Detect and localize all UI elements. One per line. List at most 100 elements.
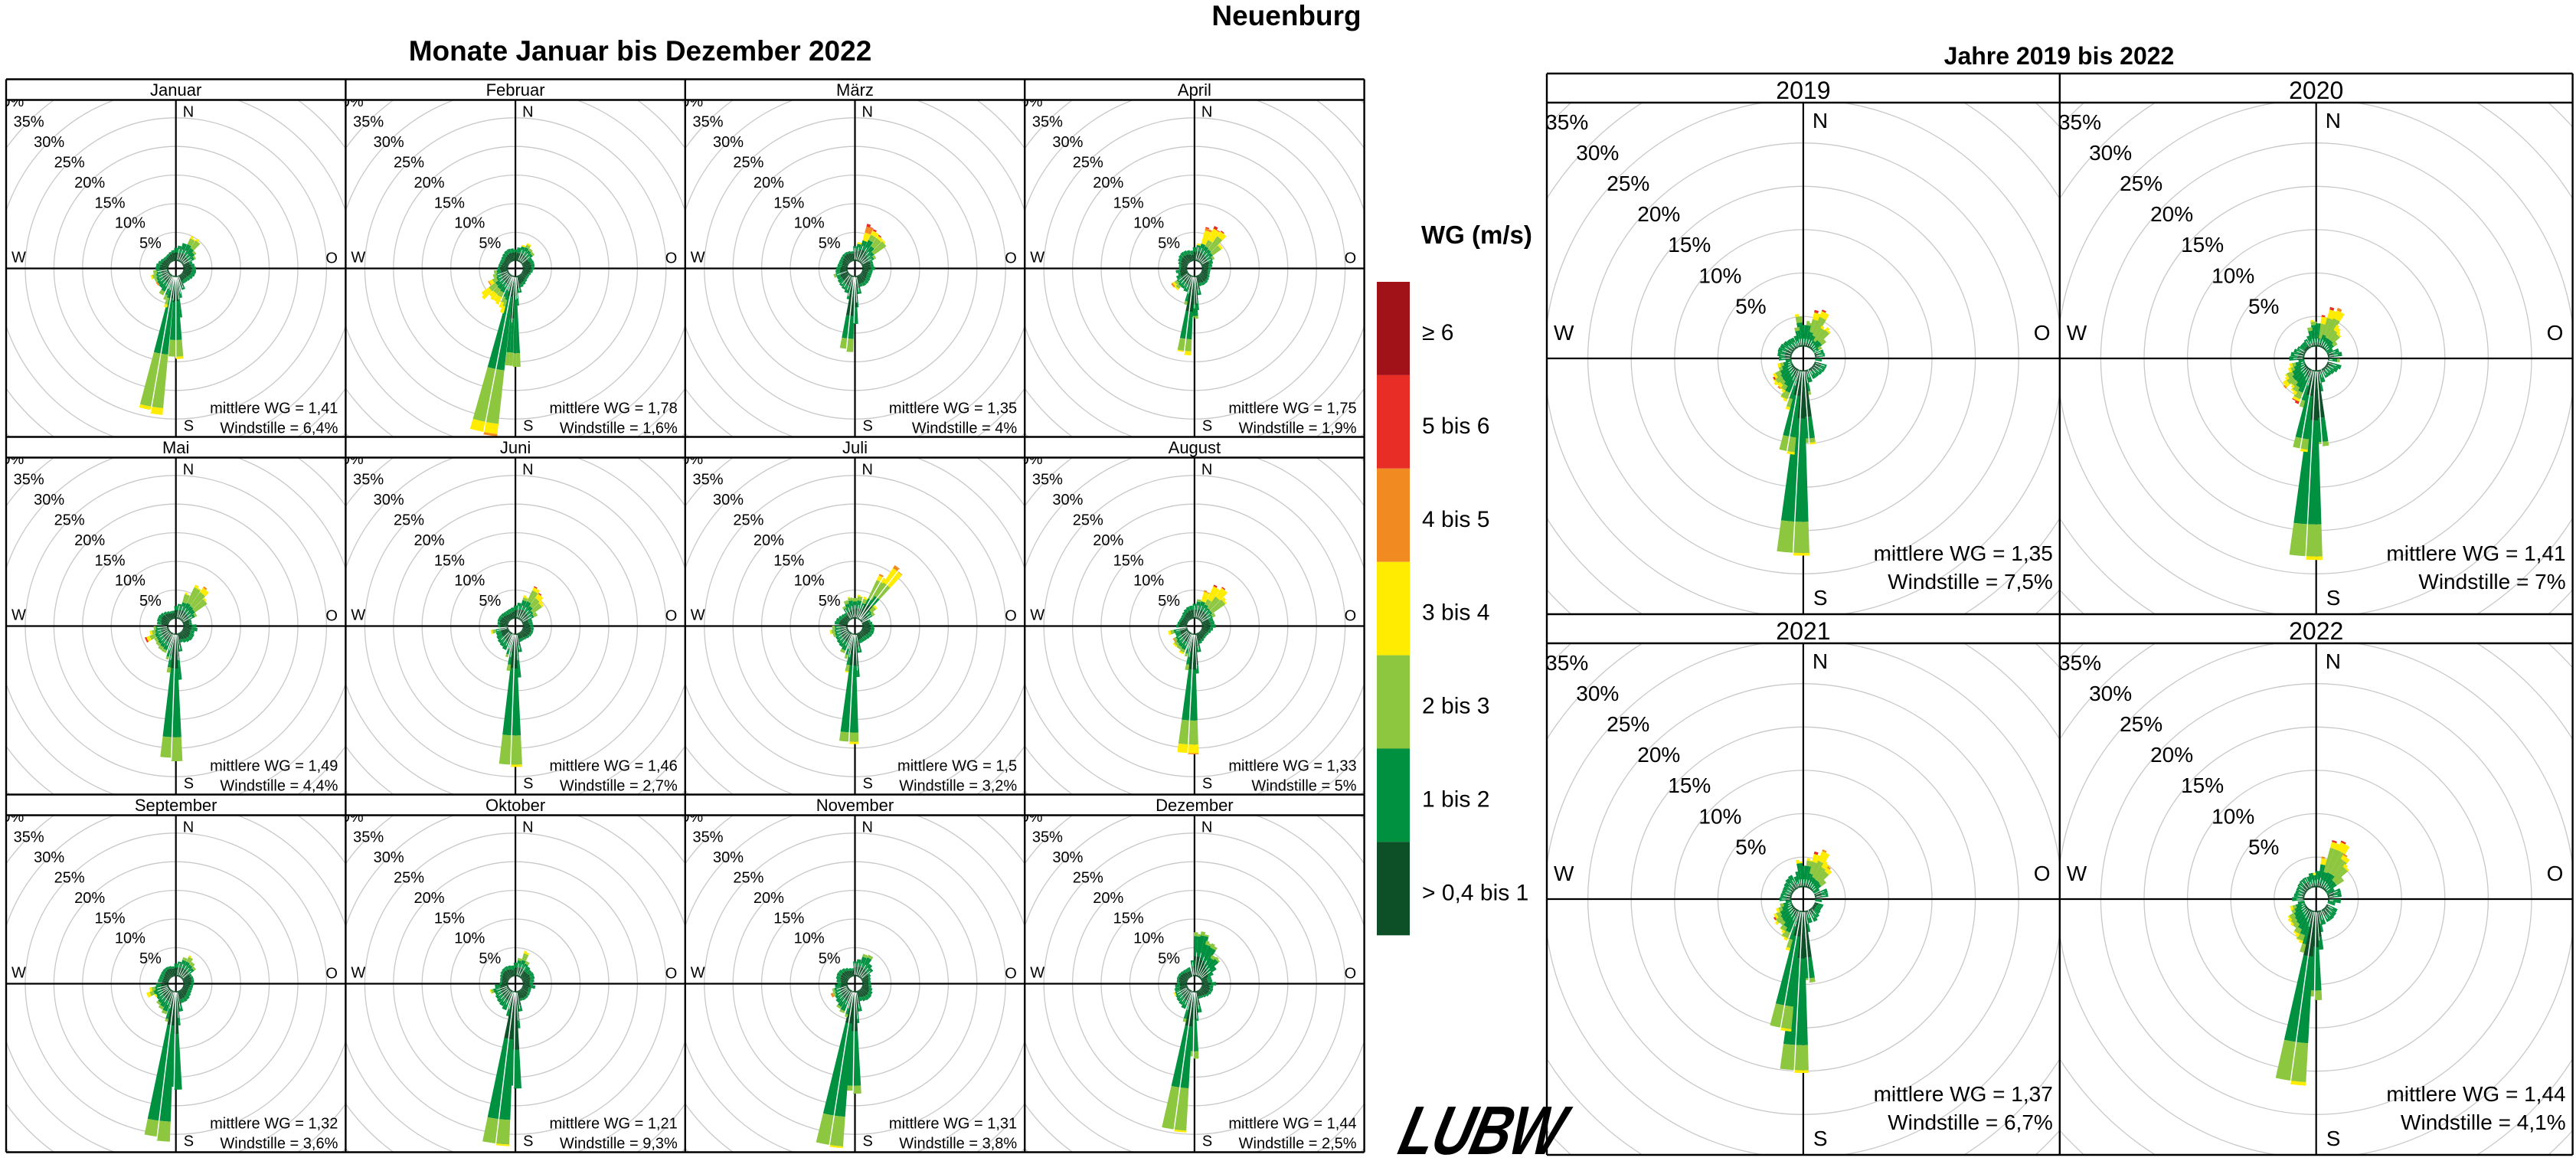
svg-text:30%: 30% — [34, 492, 64, 509]
svg-text:35%: 35% — [692, 114, 723, 131]
svg-text:S: S — [2326, 586, 2341, 610]
svg-text:10%: 10% — [794, 930, 825, 947]
svg-text:10%: 10% — [1133, 215, 1164, 232]
svg-text:40%: 40% — [0, 809, 25, 826]
svg-text:40%: 40% — [672, 93, 703, 110]
svg-text:Windstille = 5%: Windstille = 5% — [1251, 778, 1356, 795]
svg-text:W: W — [1030, 607, 1044, 624]
svg-text:Oktober: Oktober — [485, 796, 545, 815]
svg-text:40%: 40% — [0, 451, 25, 468]
svg-text:5%: 5% — [1735, 294, 1766, 318]
svg-text:20%: 20% — [1093, 890, 1123, 907]
svg-text:W: W — [691, 607, 705, 624]
svg-text:W: W — [1030, 250, 1044, 267]
svg-text:25%: 25% — [733, 154, 763, 171]
svg-text:O: O — [325, 966, 338, 983]
svg-text:Windstille = 6,7%: Windstille = 6,7% — [1888, 1110, 2053, 1134]
svg-text:Jahre 2019 bis 2022: Jahre 2019 bis 2022 — [1944, 42, 2175, 70]
svg-text:30%: 30% — [1052, 134, 1083, 151]
svg-text:N: N — [522, 462, 533, 479]
svg-text:> 0,4 bis 1: > 0,4 bis 1 — [1422, 880, 1528, 905]
svg-text:S: S — [523, 776, 533, 793]
svg-text:S: S — [184, 776, 194, 793]
svg-text:40%: 40% — [333, 93, 364, 110]
svg-text:25%: 25% — [394, 869, 424, 886]
svg-text:20%: 20% — [1637, 743, 1680, 767]
svg-text:W: W — [351, 607, 365, 624]
svg-text:S: S — [1202, 1133, 1212, 1150]
svg-text:20%: 20% — [1093, 532, 1123, 549]
svg-text:N: N — [1813, 109, 1828, 132]
svg-text:15%: 15% — [773, 910, 804, 927]
svg-text:S: S — [184, 1133, 194, 1150]
svg-text:N: N — [862, 819, 873, 836]
svg-text:August: August — [1169, 438, 1221, 457]
svg-text:25%: 25% — [2120, 172, 2162, 195]
svg-text:mittlere WG = 1,5: mittlere WG = 1,5 — [897, 758, 1017, 775]
svg-text:35%: 35% — [14, 829, 44, 846]
svg-text:W: W — [351, 965, 365, 982]
svg-text:S: S — [2326, 1127, 2341, 1150]
svg-text:März: März — [836, 80, 874, 100]
svg-text:2 bis 3: 2 bis 3 — [1422, 694, 1489, 719]
svg-text:35%: 35% — [14, 472, 44, 489]
svg-text:10%: 10% — [454, 215, 485, 232]
svg-text:25%: 25% — [54, 512, 85, 528]
svg-text:5%: 5% — [139, 950, 162, 967]
svg-text:15%: 15% — [1113, 910, 1144, 927]
svg-text:25%: 25% — [54, 154, 85, 171]
svg-text:25%: 25% — [1073, 512, 1103, 528]
svg-text:mittlere WG = 1,44: mittlere WG = 1,44 — [2386, 1082, 2565, 1106]
svg-text:S: S — [863, 418, 873, 435]
svg-text:40%: 40% — [672, 809, 703, 826]
svg-text:20%: 20% — [754, 175, 784, 191]
svg-text:35%: 35% — [14, 114, 44, 131]
svg-text:10%: 10% — [2212, 263, 2254, 287]
svg-text:35%: 35% — [2058, 110, 2101, 134]
svg-text:N: N — [183, 462, 194, 479]
svg-text:N: N — [2326, 649, 2341, 673]
svg-text:mittlere WG = 1,44: mittlere WG = 1,44 — [1228, 1116, 1356, 1133]
svg-text:S: S — [523, 418, 533, 435]
svg-text:Juni: Juni — [500, 438, 531, 457]
svg-text:40%: 40% — [1012, 451, 1042, 468]
svg-text:5%: 5% — [1735, 835, 1766, 858]
svg-text:10%: 10% — [794, 573, 825, 590]
svg-text:40%: 40% — [672, 451, 703, 468]
svg-text:W: W — [2067, 321, 2087, 345]
svg-text:Mai: Mai — [162, 438, 189, 457]
svg-text:25%: 25% — [1073, 869, 1103, 886]
svg-text:O: O — [1005, 250, 1017, 267]
svg-text:20%: 20% — [414, 890, 444, 907]
svg-text:30%: 30% — [374, 134, 404, 151]
svg-text:mittlere WG = 1,41: mittlere WG = 1,41 — [210, 401, 338, 417]
svg-text:LUBW: LUBW — [1392, 1092, 1577, 1161]
svg-text:20%: 20% — [414, 532, 444, 549]
svg-text:mittlere WG = 1,35: mittlere WG = 1,35 — [1874, 541, 2053, 565]
svg-text:25%: 25% — [1607, 172, 1649, 195]
svg-text:40%: 40% — [0, 93, 25, 110]
svg-text:mittlere WG = 1,75: mittlere WG = 1,75 — [1228, 401, 1356, 417]
svg-text:20%: 20% — [1093, 175, 1123, 191]
svg-text:20%: 20% — [74, 175, 105, 191]
svg-text:N: N — [2326, 109, 2341, 132]
svg-text:30%: 30% — [34, 849, 64, 866]
svg-text:April: April — [1178, 80, 1211, 100]
svg-text:30%: 30% — [1052, 849, 1083, 866]
svg-text:40%: 40% — [1012, 93, 1042, 110]
svg-text:mittlere WG = 1,37: mittlere WG = 1,37 — [1874, 1082, 2053, 1106]
svg-text:N: N — [522, 819, 533, 836]
svg-text:Februar: Februar — [486, 80, 545, 100]
svg-text:10%: 10% — [1698, 263, 1741, 287]
svg-text:O: O — [2034, 321, 2051, 345]
svg-text:W: W — [1554, 321, 1574, 345]
svg-text:5%: 5% — [1158, 235, 1180, 252]
svg-text:40%: 40% — [333, 809, 364, 826]
svg-text:25%: 25% — [2120, 712, 2162, 736]
svg-text:mittlere WG = 1,35: mittlere WG = 1,35 — [889, 401, 1017, 417]
svg-text:30%: 30% — [713, 492, 744, 509]
svg-text:30%: 30% — [2089, 682, 2132, 705]
svg-text:2021: 2021 — [1776, 617, 1830, 645]
svg-text:30%: 30% — [2089, 141, 2132, 165]
svg-text:S: S — [1813, 586, 1828, 610]
